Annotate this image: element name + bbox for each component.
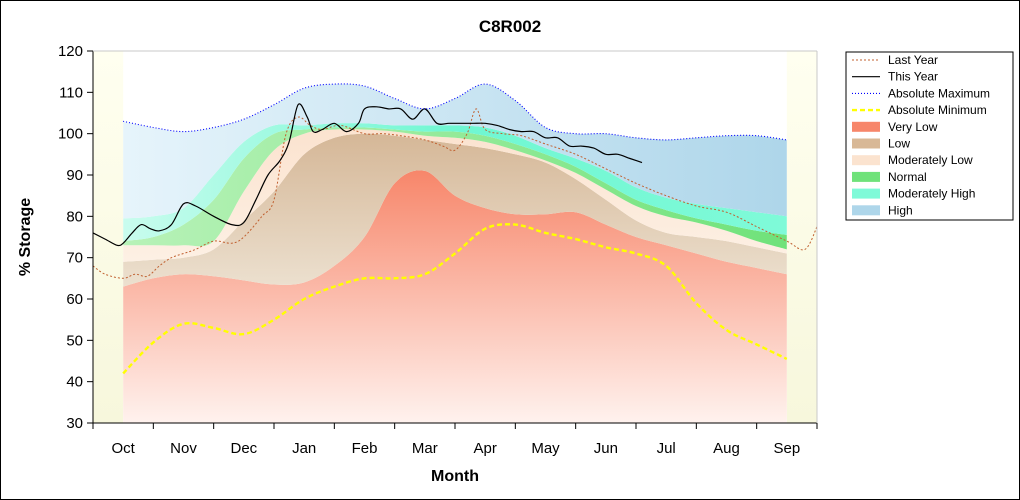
- x-tick-label: Dec: [230, 440, 257, 457]
- band-normal: [123, 127, 787, 250]
- band-moderately-low: [123, 129, 787, 262]
- series-lines: [93, 83, 817, 375]
- y-tick-label: 30: [66, 415, 83, 432]
- legend-item-this-year: This Year: [852, 70, 938, 84]
- y-tick-label: 40: [66, 374, 83, 391]
- legend-swatch: [852, 205, 880, 216]
- x-tick-label: Nov: [170, 440, 197, 457]
- legend-label: Last Year: [888, 53, 938, 67]
- legend-label: High: [888, 203, 913, 217]
- band-low: [123, 133, 787, 287]
- legend-item-absolute-minimum: Absolute Minimum: [852, 103, 987, 117]
- x-tick-label: Sep: [773, 440, 800, 457]
- y-tick-label: 80: [66, 208, 83, 225]
- y-axis-label: % Storage: [17, 198, 34, 276]
- series-line-absolute-maximum: [123, 83, 787, 141]
- legend-label: Absolute Maximum: [888, 86, 990, 100]
- plot-margin-right: [786, 51, 817, 423]
- legend: Last Year This Year Absolute Maximum Absolu…: [845, 51, 1014, 221]
- legend-item-absolute-maximum: Absolute Maximum: [852, 86, 990, 100]
- percentile-bands: [123, 83, 787, 423]
- legend-label: Low: [888, 137, 910, 151]
- series-line-absolute-minimum: [122, 223, 788, 375]
- y-tick-label: 70: [66, 250, 83, 267]
- legend-item-low: Low: [852, 137, 910, 151]
- legend-item-high: High: [852, 203, 913, 217]
- legend-swatch: [852, 121, 880, 132]
- legend-item-last-year: Last Year: [852, 53, 938, 67]
- x-tick-label: Mar: [412, 440, 438, 457]
- x-tick-label: May: [531, 440, 560, 457]
- legend-label: Absolute Minimum: [888, 103, 987, 117]
- x-tick-label: Jun: [594, 440, 618, 457]
- legend-item-very-low: Very Low: [852, 120, 938, 134]
- band-high: [123, 83, 787, 219]
- y-tick-label: 50: [66, 332, 83, 349]
- y-tick-label: 60: [66, 291, 83, 308]
- series-line-this-year: [93, 103, 643, 247]
- legend-item-normal: Normal: [852, 170, 927, 184]
- series-line-last-year: [93, 108, 817, 279]
- y-tick-label: 100: [58, 126, 83, 143]
- legend-swatch: [852, 155, 880, 166]
- x-tick-label: Apr: [473, 440, 496, 457]
- x-tick-label: Jan: [292, 440, 316, 457]
- legend-label: This Year: [888, 70, 938, 84]
- y-tick-label: 110: [59, 84, 83, 101]
- x-tick-label: Jul: [657, 440, 676, 457]
- chart-title: C8R002: [479, 17, 541, 36]
- axes: 30 40 50 60 70 80 90 100 110 120 Oct Nov Dec Jan Feb Ma…: [58, 43, 818, 457]
- legend-swatch: [852, 171, 880, 182]
- legend-label: Normal: [888, 170, 927, 184]
- plot-margin-left: [93, 51, 124, 423]
- legend-item-moderately-high: Moderately High: [852, 187, 975, 201]
- x-axis-label: Month: [431, 468, 479, 485]
- legend-label: Moderately High: [888, 187, 975, 201]
- x-tick-label: Aug: [713, 440, 740, 457]
- y-tick-label: 90: [66, 167, 83, 184]
- legend-swatch: [852, 188, 880, 199]
- legend-label: Moderately Low: [888, 153, 973, 167]
- y-tick-label: 120: [58, 43, 83, 60]
- legend-label: Very Low: [888, 120, 938, 134]
- x-tick-label: Feb: [352, 440, 378, 457]
- legend-item-moderately-low: Moderately Low: [852, 153, 973, 167]
- band-very-low: [123, 170, 787, 423]
- x-tick-label: Oct: [111, 440, 135, 457]
- legend-swatch: [852, 138, 880, 149]
